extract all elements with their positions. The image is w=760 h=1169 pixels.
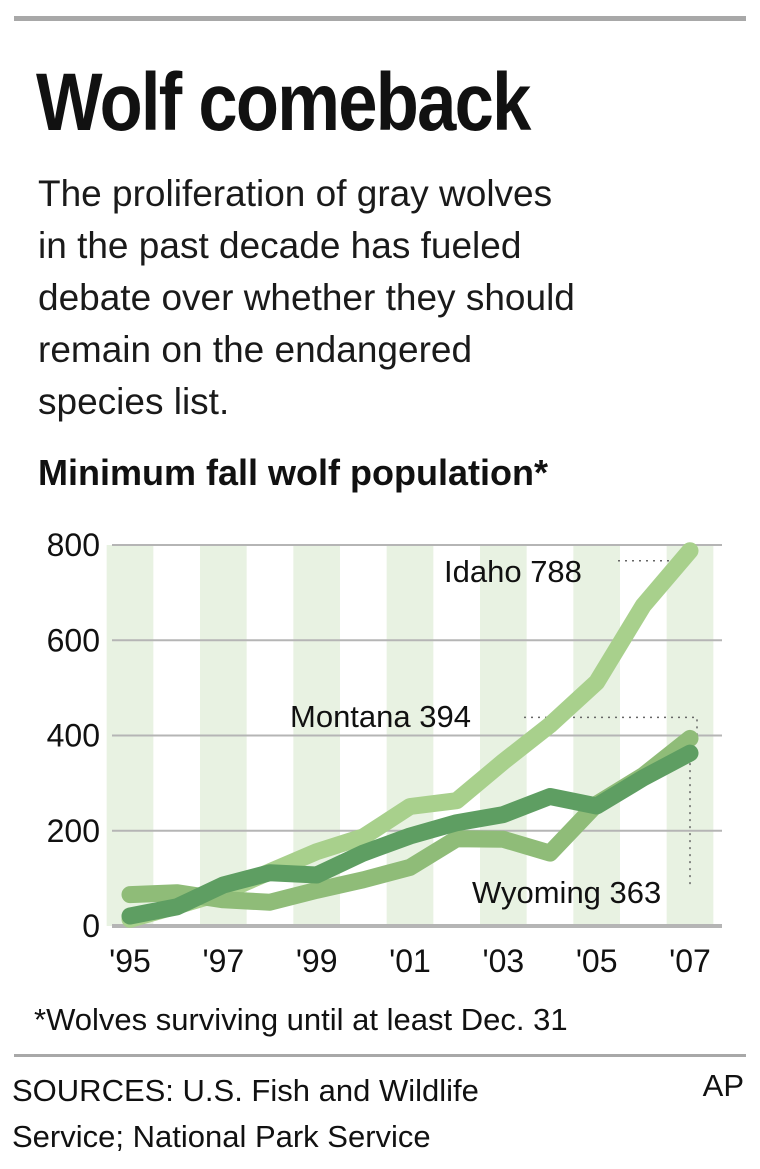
- description-line: debate over whether they should: [38, 277, 575, 318]
- wyoming-line: [121, 744, 699, 925]
- description-line: remain on the endangered: [38, 329, 473, 370]
- x-tick-label: '01: [389, 943, 431, 979]
- x-axis-ticks: '95 '97 '99 '01 '03 '05 '07: [109, 943, 711, 979]
- montana-leader: [524, 716, 698, 739]
- description-line: in the past decade has fueled: [38, 225, 522, 266]
- bottom-rule: [14, 1054, 746, 1057]
- x-tick-label: '97: [202, 943, 244, 979]
- line-chart: 0 200 400 600 800 '95 '97 '99 '01 '03 '05 '07 Idah…: [47, 527, 722, 979]
- x-tick-label: '07: [669, 943, 711, 979]
- footnote: *Wolves surviving until at least Dec. 31: [34, 1002, 568, 1037]
- credit: AP: [702, 1068, 744, 1103]
- montana-label: Montana 394: [290, 699, 471, 734]
- label-leader-lines: [524, 559, 698, 888]
- y-axis-ticks: 0 200 400 600 800: [47, 527, 100, 944]
- series-lines: [121, 542, 699, 928]
- x-tick-label: '03: [482, 943, 524, 979]
- sources-line: Service; National Park Service: [12, 1119, 431, 1154]
- y-tick-label: 0: [82, 908, 100, 944]
- series-end-labels: Idaho 788 Montana 394 Wyoming 363: [290, 554, 661, 910]
- description-line: species list.: [38, 381, 230, 422]
- idaho-label: Idaho 788: [444, 554, 582, 589]
- sources-line: SOURCES: U.S. Fish and Wildlife: [12, 1073, 479, 1108]
- description: The proliferation of gray wolves in the …: [38, 168, 738, 428]
- y-tick-label: 400: [47, 718, 100, 754]
- y-tick-label: 800: [47, 527, 100, 563]
- top-rule: [14, 16, 746, 21]
- y-tick-label: 200: [47, 813, 100, 849]
- wyoming-label: Wyoming 363: [472, 875, 661, 910]
- chart-title: Minimum fall wolf population*: [38, 452, 548, 493]
- x-tick-label: '99: [296, 943, 338, 979]
- x-tick-label: '95: [109, 943, 151, 979]
- x-tick-label: '05: [576, 943, 618, 979]
- y-tick-label: 600: [47, 622, 100, 658]
- sources: SOURCES: U.S. Fish and Wildlife Service;…: [12, 1068, 479, 1160]
- page-title: Wolf comeback: [36, 57, 531, 148]
- description-line: The proliferation of gray wolves: [38, 173, 553, 214]
